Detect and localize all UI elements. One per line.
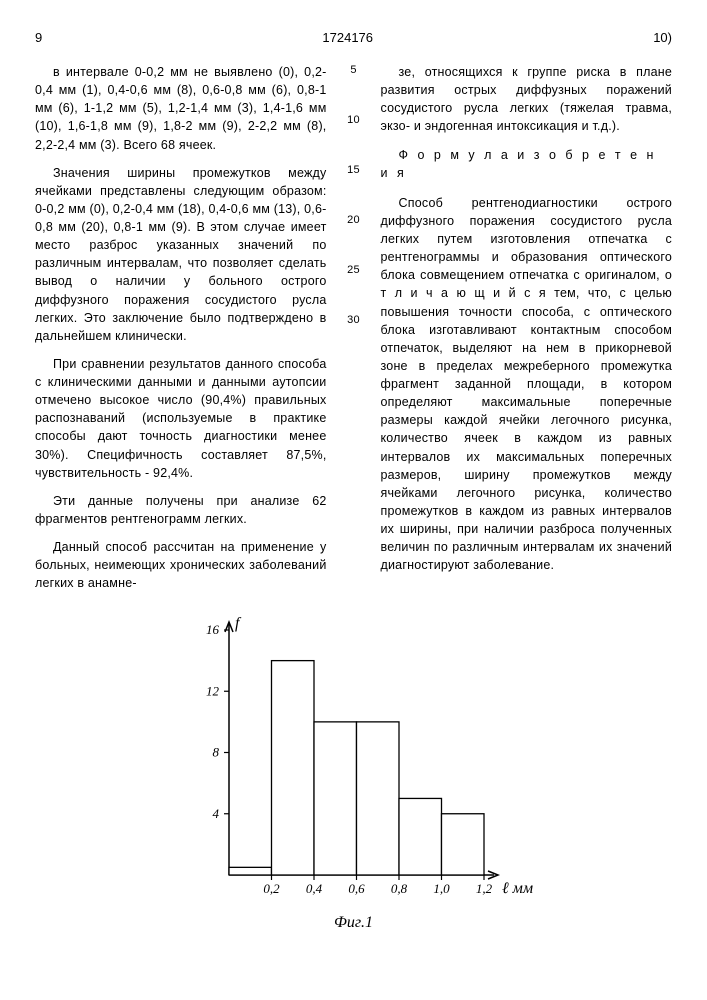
right-para-2: Способ рентгенодиагностики острого диффу…	[381, 194, 673, 575]
right-para-1: зе, относящихся к группе риска в плане р…	[381, 63, 673, 136]
line-number: 5	[350, 63, 356, 79]
svg-text:16: 16	[206, 622, 220, 637]
page-header: 9 1724176 10)	[35, 30, 672, 45]
line-number: 25	[347, 263, 360, 279]
text-columns: в интервале 0-0,2 мм не выявлено (0), 0,…	[35, 63, 672, 602]
left-para-4: Эти данные получены при анализе 62 фрагм…	[35, 492, 327, 528]
page-number-right: 10)	[653, 30, 672, 45]
svg-text:0,4: 0,4	[305, 881, 322, 896]
left-para-3: При сравнении результатов данного способ…	[35, 355, 327, 482]
svg-text:1,2: 1,2	[475, 881, 492, 896]
figure-label: Фиг.1	[334, 914, 373, 932]
line-number: 10	[347, 113, 360, 129]
page-number-left: 9	[35, 30, 42, 45]
line-number: 20	[347, 213, 360, 229]
line-number-gutter: 5 10 15 20 25 30	[345, 63, 363, 602]
svg-text:f: f	[235, 615, 242, 632]
left-para-5: Данный способ рассчитан на применение у …	[35, 538, 327, 592]
document-number: 1724176	[322, 30, 373, 45]
svg-text:0,2: 0,2	[263, 881, 280, 896]
line-number: 30	[347, 313, 360, 329]
line-number: 15	[347, 163, 360, 179]
right-column: зе, относящихся к группе риска в плане р…	[381, 63, 673, 602]
svg-text:12: 12	[206, 684, 220, 699]
svg-text:1,0: 1,0	[433, 881, 450, 896]
left-para-2: Значения ширины промежутков между ячейка…	[35, 164, 327, 345]
svg-text:0,8: 0,8	[390, 881, 407, 896]
svg-text:ℓ мм: ℓ мм	[502, 880, 533, 897]
svg-text:0,6: 0,6	[348, 881, 365, 896]
formula-heading: Ф о р м у л а и з о б р е т е н и я	[381, 146, 673, 182]
left-para-1: в интервале 0-0,2 мм не выявлено (0), 0,…	[35, 63, 327, 154]
left-column: в интервале 0-0,2 мм не выявлено (0), 0,…	[35, 63, 327, 602]
svg-text:4: 4	[212, 806, 219, 821]
svg-text:8: 8	[212, 745, 219, 760]
histogram-chart: 4 8 12 16 0,2 0,4 0,6 0,8 1,0 1,2 f ℓ мм	[174, 610, 534, 910]
chart-container: 4 8 12 16 0,2 0,4 0,6 0,8 1,0 1,2 f ℓ мм Фиг.1	[35, 610, 672, 932]
